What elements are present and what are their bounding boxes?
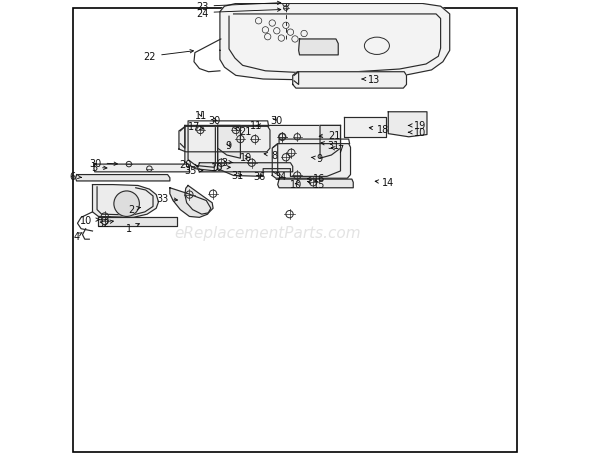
Text: 11: 11 bbox=[250, 121, 263, 131]
Polygon shape bbox=[99, 218, 176, 226]
Text: 4: 4 bbox=[73, 231, 82, 241]
Text: 20: 20 bbox=[179, 160, 198, 170]
Text: 36: 36 bbox=[253, 172, 266, 182]
Text: 14: 14 bbox=[375, 178, 395, 188]
Polygon shape bbox=[198, 163, 293, 173]
Text: 30: 30 bbox=[89, 158, 117, 168]
Polygon shape bbox=[388, 112, 427, 138]
Text: 30: 30 bbox=[270, 116, 282, 126]
Text: 17: 17 bbox=[188, 122, 203, 132]
Polygon shape bbox=[179, 127, 270, 152]
Text: 13: 13 bbox=[362, 75, 380, 85]
Text: 15: 15 bbox=[307, 179, 326, 189]
Text: eReplacementParts.com: eReplacementParts.com bbox=[175, 225, 361, 241]
Text: 1: 1 bbox=[126, 224, 139, 234]
Text: 31: 31 bbox=[321, 140, 340, 150]
Text: 10: 10 bbox=[80, 215, 99, 225]
Polygon shape bbox=[76, 175, 170, 182]
Text: 35: 35 bbox=[185, 166, 203, 176]
Text: 21: 21 bbox=[234, 127, 252, 137]
Text: 24: 24 bbox=[196, 9, 281, 18]
Text: 3: 3 bbox=[221, 157, 233, 168]
Polygon shape bbox=[320, 126, 340, 159]
Polygon shape bbox=[185, 126, 218, 172]
Text: 22: 22 bbox=[144, 50, 194, 62]
Polygon shape bbox=[185, 186, 213, 215]
Polygon shape bbox=[94, 165, 189, 173]
Text: 11: 11 bbox=[195, 111, 207, 121]
Text: 34: 34 bbox=[274, 172, 287, 182]
Text: 33: 33 bbox=[156, 194, 178, 204]
Text: 8: 8 bbox=[264, 151, 277, 161]
Polygon shape bbox=[93, 185, 159, 218]
Polygon shape bbox=[218, 126, 340, 177]
Text: 10: 10 bbox=[240, 153, 253, 163]
Text: 6: 6 bbox=[70, 172, 81, 182]
Text: 9: 9 bbox=[226, 140, 232, 150]
Text: 19: 19 bbox=[408, 121, 427, 131]
Polygon shape bbox=[344, 118, 386, 138]
Polygon shape bbox=[293, 73, 407, 89]
Circle shape bbox=[114, 191, 139, 217]
Text: 5: 5 bbox=[91, 163, 107, 173]
Text: 10: 10 bbox=[290, 179, 302, 189]
Text: 32: 32 bbox=[97, 218, 113, 228]
Text: 10: 10 bbox=[408, 128, 427, 138]
Polygon shape bbox=[170, 188, 211, 218]
Polygon shape bbox=[278, 180, 353, 188]
Polygon shape bbox=[220, 5, 450, 81]
Text: 18: 18 bbox=[369, 125, 389, 135]
Polygon shape bbox=[218, 126, 240, 159]
Text: 23: 23 bbox=[196, 2, 281, 12]
Text: 21: 21 bbox=[319, 130, 340, 140]
Polygon shape bbox=[299, 40, 338, 56]
Text: 7: 7 bbox=[331, 145, 343, 155]
Polygon shape bbox=[272, 144, 350, 179]
Text: 9: 9 bbox=[312, 154, 323, 164]
Text: 2: 2 bbox=[129, 205, 140, 215]
Text: 10: 10 bbox=[211, 163, 230, 173]
Text: 30: 30 bbox=[208, 116, 221, 126]
Text: 31: 31 bbox=[231, 171, 244, 181]
Text: 16: 16 bbox=[307, 174, 326, 183]
